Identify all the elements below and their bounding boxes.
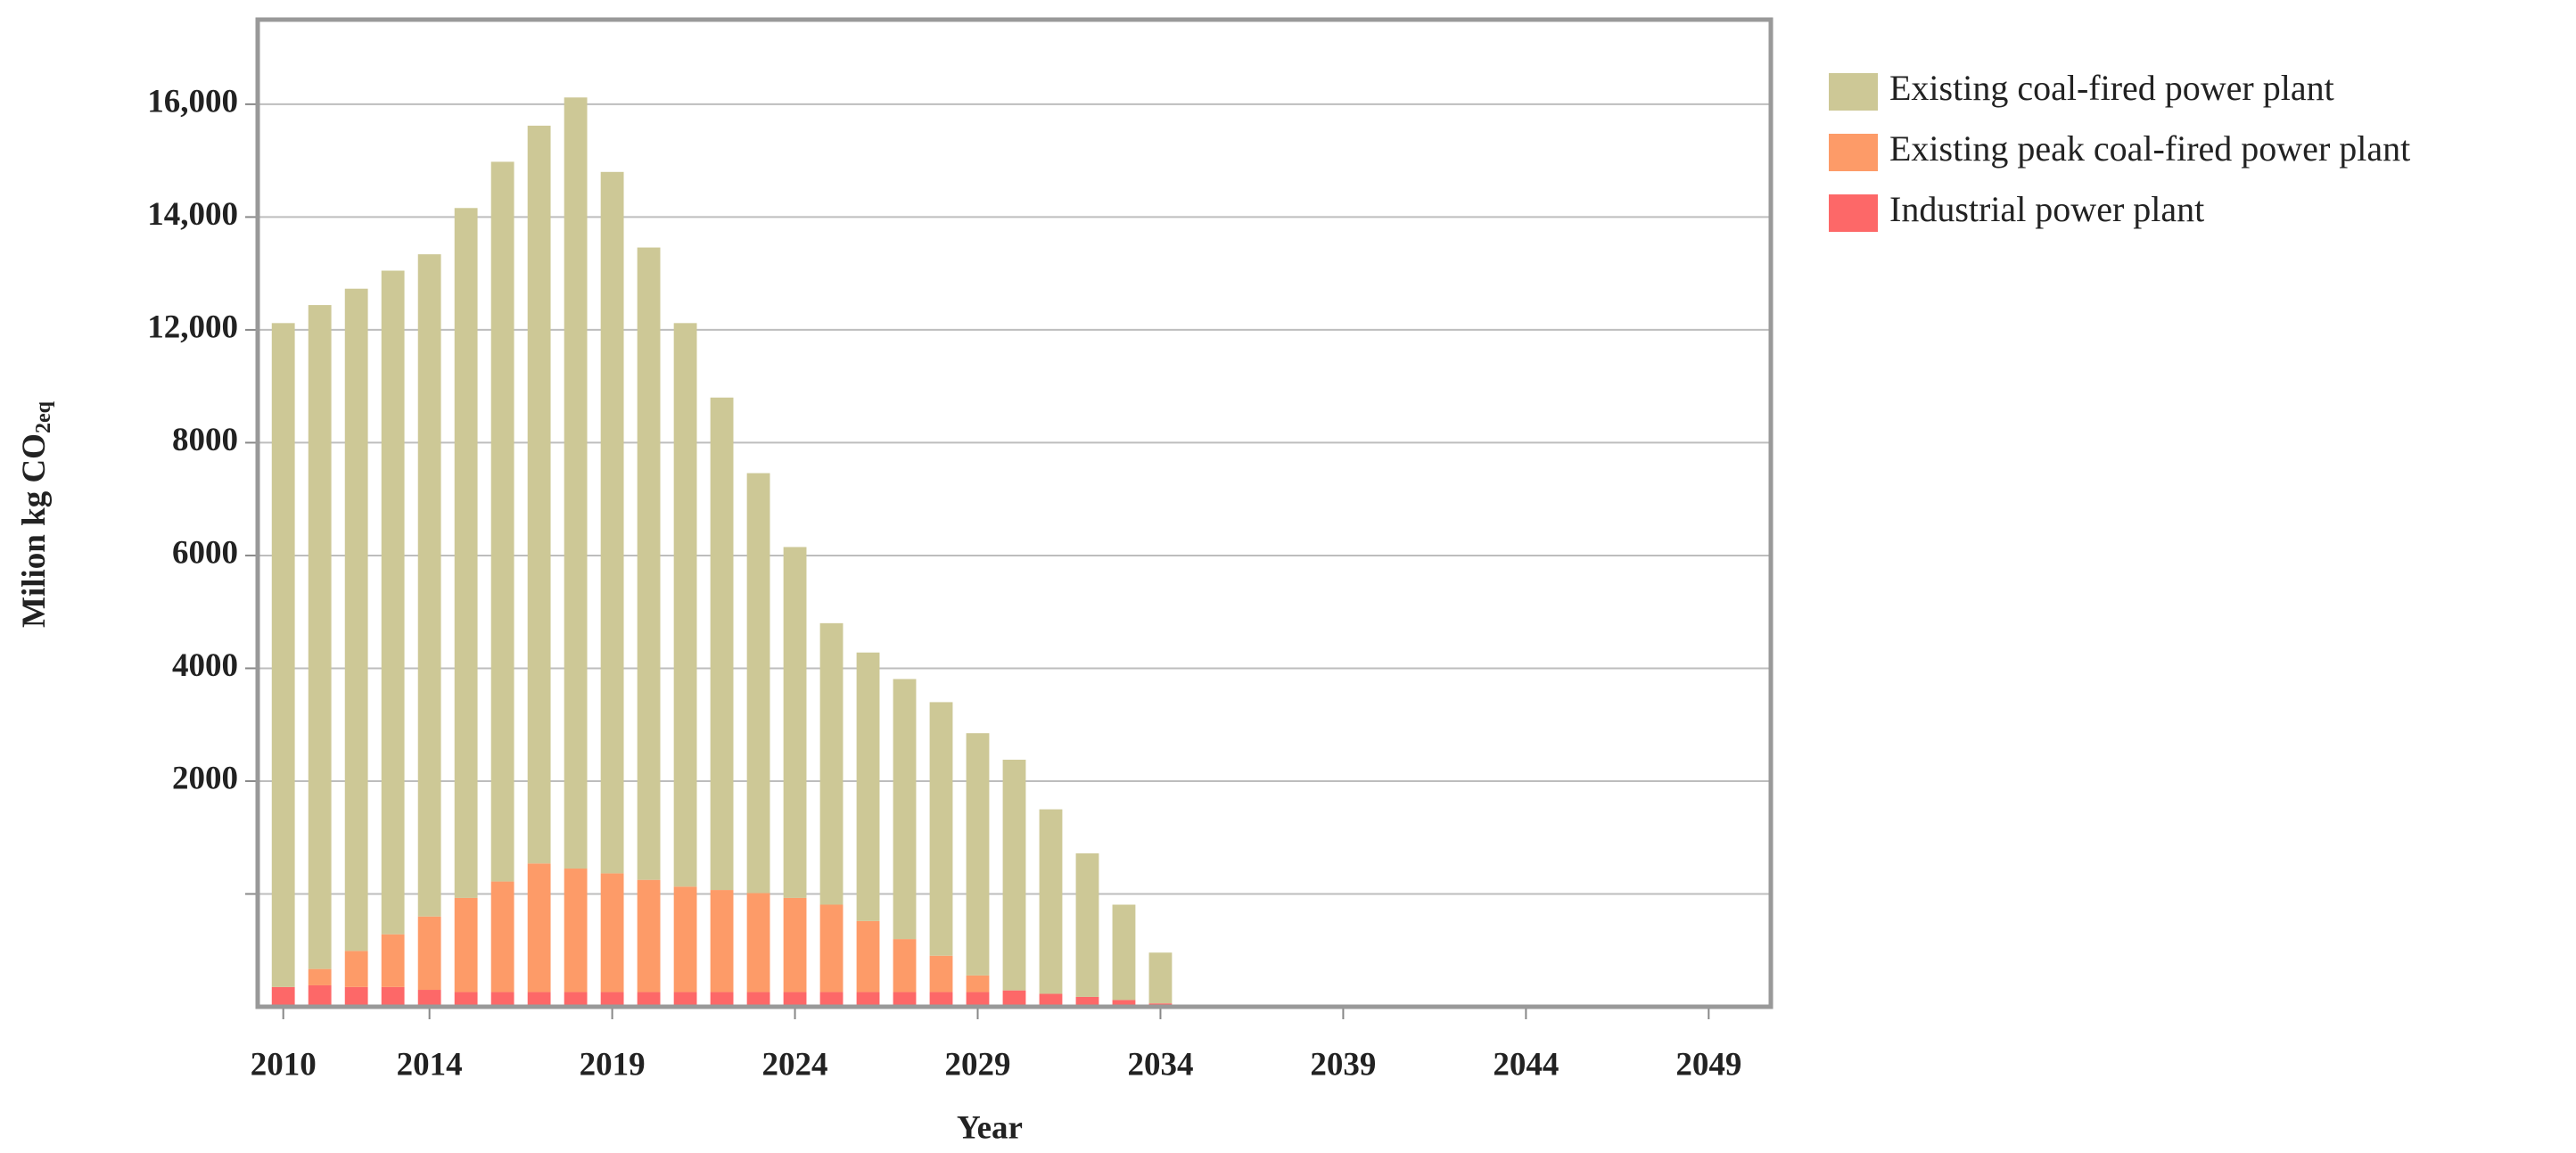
bar-segment [527,125,551,864]
legend-swatch [1829,194,1878,232]
bar-segment [271,323,295,987]
bar-segment [819,904,844,992]
bar-segment [417,990,441,1007]
plot-frame [255,17,1774,1009]
bar-segment [783,897,807,992]
bar-segment [1002,990,1026,1007]
y-tick-label: 14,000 [147,196,238,233]
bar-segment [417,916,441,991]
bar-segment [746,893,770,992]
y-tick-label: 16,000 [147,83,238,119]
y-axis-title-text: Milion kg CO [16,433,53,628]
legend-label: Existing coal-fired power plant [1889,68,2334,108]
bar-segment [637,879,661,992]
bar-segment [966,992,990,1007]
bar-segment [344,288,368,951]
legend-label: Industrial power plant [1889,189,2204,229]
bar-segment [819,992,844,1007]
bar-segment [746,992,770,1007]
bar-segment [637,992,661,1007]
x-tick-label: 2024 [762,1046,828,1083]
bar-segment [344,986,368,1007]
bar-segment [856,992,880,1007]
y-tick-label: 4000 [172,647,238,684]
bar-segment [673,323,697,887]
x-tick-label: 2019 [580,1046,646,1083]
bar-segment [893,679,917,940]
bar-segment [1075,996,1099,1007]
bar-segment [746,473,770,894]
legend-swatch [1829,134,1878,171]
bar-segment [381,934,405,987]
legend-swatch [1829,73,1878,111]
bar-segment [929,702,953,956]
x-tick-label: 2039 [1310,1046,1376,1083]
bar-segment [564,992,588,1007]
bar-segment [637,247,661,880]
bar-segment [966,975,990,992]
bar-segment [710,890,734,992]
bar-segment [819,622,844,905]
bar-segment [564,869,588,992]
bar-segment [308,984,332,1007]
x-tick-label: 2044 [1493,1046,1559,1083]
bar-segment [783,992,807,1007]
y-tick-label: 2000 [172,760,238,796]
x-tick-label: 2049 [1675,1046,1741,1083]
bar-segment [417,254,441,917]
y-axis-title: Milion kg CO2eq [16,400,54,628]
bar-segment [856,652,880,921]
bar-segment [271,986,295,1007]
bar-segment [1039,993,1063,1007]
bar-segment [929,992,953,1007]
y-axis-title-subscript: 2eq [32,400,55,433]
bar-segment [490,161,514,882]
x-tick-label: 2029 [945,1046,1011,1083]
bar-segment [454,897,478,992]
bar-segment [673,886,697,992]
x-tick-label: 2034 [1127,1046,1193,1083]
bar-segment [1112,1000,1136,1007]
bar-segment [381,270,405,935]
bar-segment [600,171,624,874]
bar-segment [490,992,514,1007]
bar-segment [673,992,697,1007]
bar-segment [1112,904,1136,1001]
bar-segment [1148,952,1173,1004]
legend-label: Existing peak coal-fired power plant [1889,128,2410,169]
bar-segment [710,992,734,1007]
bar-segment [710,397,734,891]
bar-segment [893,939,917,992]
bar-segment [490,881,514,992]
y-tick-label: 6000 [172,534,238,571]
bar-segment [1075,852,1099,997]
bar-segment [344,951,368,987]
x-tick-label: 2014 [397,1046,463,1083]
y-tick-label: 8000 [172,422,238,458]
y-tick-label: 12,000 [147,309,238,345]
bar-segment [454,208,478,898]
bar-segment [929,955,953,992]
bar-segment [600,873,624,992]
bar-segment [856,920,880,992]
bar-segment [308,968,332,985]
bar-segment [454,992,478,1007]
x-tick-label: 2010 [251,1046,317,1083]
x-axis-title: Year [957,1109,1023,1146]
bar-segment [1002,759,1026,991]
bar-segment [600,992,624,1007]
bar-segment [966,733,990,976]
bar-segment [1039,809,1063,994]
bar-segment [893,992,917,1007]
bar-segment [308,305,332,969]
bar-segment [564,97,588,869]
bar-segment [527,863,551,992]
bar-segment [527,992,551,1007]
bar-segment [381,986,405,1007]
bar-segment [783,547,807,898]
